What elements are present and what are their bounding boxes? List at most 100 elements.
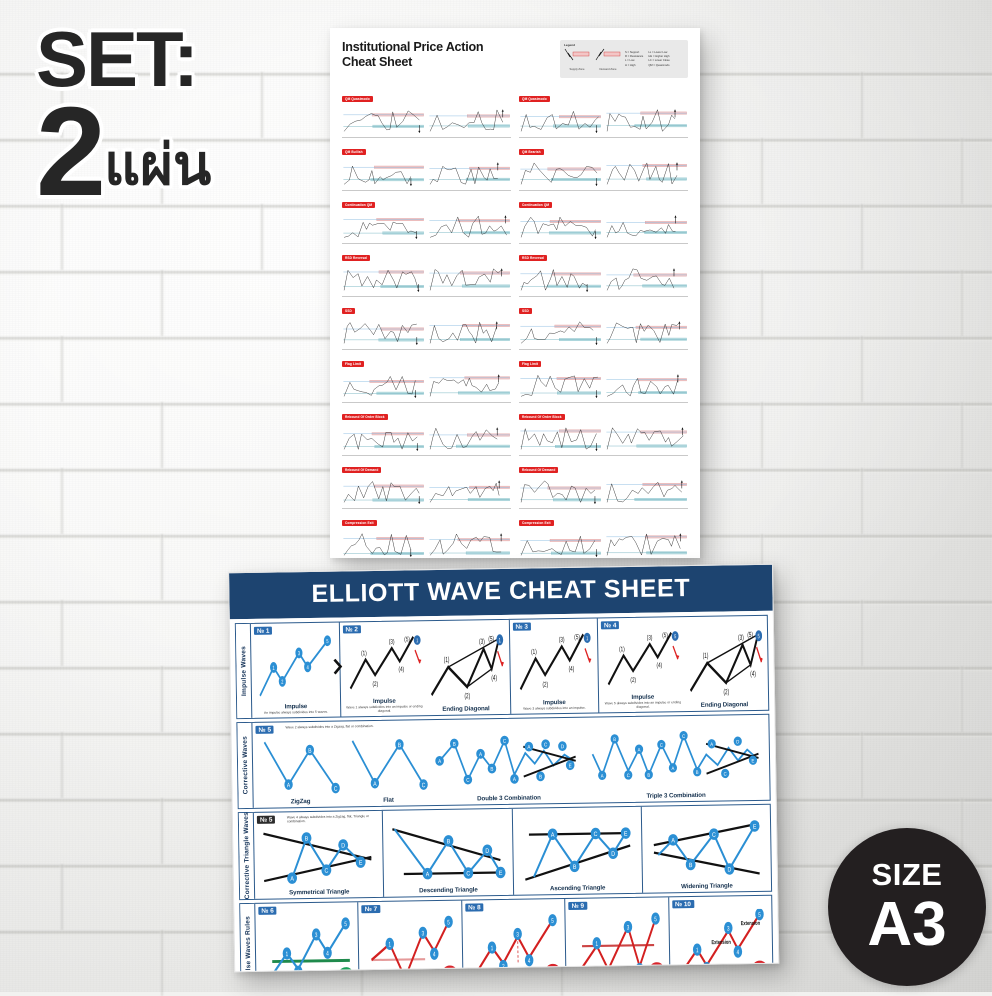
zigzag-chart: A B C xyxy=(258,733,343,798)
size-value: A3 xyxy=(867,894,946,956)
svg-text:B: B xyxy=(305,836,309,842)
svg-text:(5): (5) xyxy=(574,634,580,641)
svg-text:B: B xyxy=(572,865,576,871)
legend-key: H = High xyxy=(625,64,643,68)
elliott-row-corrective-triangle-waves: Corrective Triangle Waves № 5 Wave 4 alw… xyxy=(238,804,772,900)
price-action-chart xyxy=(519,529,602,558)
price-action-chart xyxy=(605,476,688,507)
svg-text:(3): (3) xyxy=(479,638,485,647)
price-action-section: SSD xyxy=(342,296,511,348)
elliott-cell-widening-triangle: A B C D E Widening Triangle xyxy=(642,805,772,893)
price-action-chart xyxy=(342,370,425,401)
svg-text:D: D xyxy=(611,851,615,857)
figure-caption: Ending Diagonal xyxy=(442,705,489,713)
price-action-chart xyxy=(605,264,688,295)
svg-text:3: 3 xyxy=(727,926,730,933)
elliott-cell-rule-no9: № 9 1 2 3 4 5 xyxy=(565,897,670,972)
svg-text:D: D xyxy=(341,843,345,849)
svg-text:E: E xyxy=(623,831,627,837)
price-action-section: Rebound Of Demand xyxy=(519,455,688,507)
price-action-chart xyxy=(428,423,511,454)
svg-text:3: 3 xyxy=(627,925,630,932)
svg-text:(5): (5) xyxy=(488,635,494,644)
svg-text:(4): (4) xyxy=(491,674,497,683)
price-action-chart xyxy=(342,158,425,189)
set-unit: แผ่น xyxy=(104,137,211,203)
promo-set-headline: SET: 2 แผ่น xyxy=(36,24,211,203)
price-action-chart xyxy=(428,476,511,507)
elliott-cell-descending-triangle: A B C D E Descending Triangle xyxy=(383,809,514,897)
section-tag: Rebound Of Demand xyxy=(519,467,558,473)
svg-text:5: 5 xyxy=(758,912,761,919)
ending-diagonal-chart: (1) (2) (3) (4) (5) 1 xyxy=(426,631,505,705)
price-action-chart xyxy=(519,370,602,401)
legend-box: Legend Supply Zone xyxy=(560,40,688,78)
section-tag: Rebound Of Demand xyxy=(342,467,381,473)
elliott-cell-no5-corrective: № 5 Wave 2 always subdivides into a Zigz… xyxy=(252,715,769,808)
section-tag: Rebound Of Order Block xyxy=(519,414,565,420)
legend-demand-zone: Demand Zone xyxy=(595,48,621,71)
figure-impulse: 1 2 3 4 5 Impulse An impulse always subd… xyxy=(254,634,337,716)
price-action-chart xyxy=(605,423,688,454)
cell-number-badge: № 5 xyxy=(257,816,276,824)
section-tag: QM Quasimodo xyxy=(519,96,550,102)
row-label-impulse-waves: Impulse Waves xyxy=(236,624,252,718)
svg-text:(2): (2) xyxy=(372,681,378,688)
svg-text:(3): (3) xyxy=(738,634,744,643)
svg-text:A: A xyxy=(290,877,294,883)
price-action-section: Continuation QM xyxy=(519,190,688,242)
svg-text:C: C xyxy=(334,786,338,793)
svg-text:(3): (3) xyxy=(647,635,653,642)
price-action-section: Flag Limit xyxy=(519,349,688,401)
svg-text:A: A xyxy=(426,872,430,878)
elliott-cell-ascending-triangle: A B C D E Ascending Triangle xyxy=(512,807,643,895)
svg-text:1: 1 xyxy=(416,638,419,645)
size-label: SIZE xyxy=(872,859,943,890)
svg-text:C: C xyxy=(422,783,426,790)
svg-text:E: E xyxy=(751,758,754,763)
price-action-chart xyxy=(605,158,688,189)
impulse-wave-chart: (1) (2) (3) (4) (5) 1 xyxy=(514,630,593,699)
section-tag: Flag Limit xyxy=(342,361,364,367)
price-action-chart xyxy=(342,317,425,348)
figure-subtext: Wave 1 always subdivides into an impulse… xyxy=(346,705,424,714)
price-action-chart xyxy=(428,264,511,295)
svg-text:5: 5 xyxy=(757,633,759,640)
svg-text:A: A xyxy=(287,783,291,790)
section-tag: QM Bearish xyxy=(519,149,544,155)
cell-number-badge: № 9 xyxy=(568,902,587,910)
section-tag: RSD Reversal xyxy=(519,255,547,261)
svg-text:C: C xyxy=(712,832,716,838)
triple-3-combination-chart: A B C A B C A C B A xyxy=(586,726,764,793)
figure-symmetrical-triangle: A B C D E Symmetrical Triangle xyxy=(257,822,380,897)
price-action-chart xyxy=(342,423,425,454)
svg-text:5: 5 xyxy=(674,634,677,641)
cell-number-badge: № 10 xyxy=(672,900,694,908)
poster1-title-line2: Cheat Sheet xyxy=(342,55,483,70)
figure-caption: Triple 3 Combination xyxy=(646,792,705,800)
figure-caption: Double 3 Combination xyxy=(477,794,541,802)
impulse-sub-wave-chart: (1) (2) (3) (4) (5) 1 xyxy=(345,632,423,697)
svg-text:1: 1 xyxy=(696,948,699,955)
svg-text:B: B xyxy=(447,839,451,845)
svg-text:D: D xyxy=(727,867,731,873)
svg-text:E: E xyxy=(499,871,503,877)
widening-triangle-chart: A B C D E xyxy=(647,816,766,883)
price-action-chart xyxy=(428,105,511,136)
svg-text:5: 5 xyxy=(326,638,328,645)
elliott-cell-no4: № 4 (1) (2) (3) (4) (5) xyxy=(598,616,768,713)
section-tag: Compression Exit xyxy=(519,520,554,526)
svg-text:(1): (1) xyxy=(702,652,708,661)
legend-demand-caption: Demand Zone xyxy=(595,68,621,71)
svg-text:3: 3 xyxy=(422,931,425,938)
section-tag: Continuation QM xyxy=(519,202,552,208)
figure-subtext: An impulse always subdivides into 5 wave… xyxy=(264,711,328,716)
price-action-chart xyxy=(428,317,511,348)
svg-text:B: B xyxy=(696,770,699,775)
ascending-triangle-chart: A B C D E xyxy=(517,818,636,885)
price-action-chart xyxy=(519,264,602,295)
svg-text:(2): (2) xyxy=(542,682,548,689)
svg-text:4: 4 xyxy=(307,664,309,671)
svg-text:(1): (1) xyxy=(531,649,537,656)
svg-text:A: A xyxy=(550,832,554,838)
